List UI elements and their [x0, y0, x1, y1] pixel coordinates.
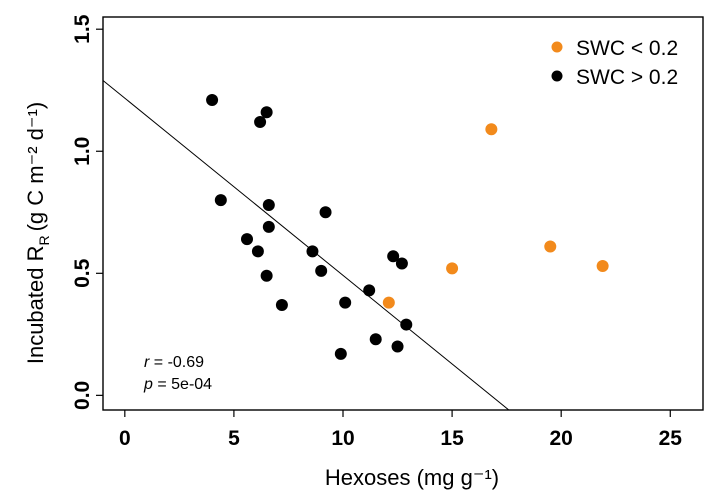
data-point-swc-high: [391, 340, 404, 353]
data-point-swc-high: [214, 194, 227, 207]
y-tick-label: 1.0: [71, 137, 94, 166]
data-point-swc-high: [400, 318, 413, 331]
p-value: = 5e-04: [153, 376, 212, 393]
data-point-swc-high: [334, 347, 347, 360]
x-axis-title: Hexoses (mg g⁻¹): [325, 465, 499, 490]
plot-frame: [102, 16, 704, 411]
data-point-swc-high: [262, 220, 275, 233]
x-tick-label: 25: [659, 427, 683, 450]
legend-label-swc-low: SWC < 0.2: [576, 37, 678, 60]
data-point-swc-high: [306, 245, 319, 258]
axes: 0 5 10 15 20 25 0.0 0.5 1.0 1.5: [71, 14, 682, 450]
y-axis-title-units: (g C m⁻² d⁻¹): [23, 102, 48, 232]
data-point-swc-high: [262, 198, 275, 211]
data-point-swc-high: [319, 206, 332, 219]
data-point-swc-high: [260, 106, 273, 119]
data-point-swc-low: [596, 259, 609, 272]
x-tick-label: 10: [331, 427, 354, 450]
x-tick-label: 15: [440, 427, 464, 450]
p-symbol: p: [143, 376, 153, 393]
r-symbol: r: [144, 354, 150, 371]
data-point-swc-high: [241, 233, 253, 246]
data-point-swc-high: [251, 245, 264, 258]
correlation-annotation: r = -0.69: [144, 354, 204, 371]
data-point-swc-high: [395, 257, 408, 270]
x-tick-label: 0: [119, 427, 131, 450]
data-point-swc-high: [387, 250, 400, 263]
data-point-swc-high: [315, 264, 328, 277]
y-axis-title-main: Incubated R: [23, 246, 48, 365]
y-axis-title-subscript: R: [36, 235, 52, 245]
data-point-swc-high: [254, 115, 267, 128]
data-point-swc-high: [206, 93, 219, 106]
p-value-annotation: p = 5e-04: [143, 376, 212, 393]
data-point-swc-low: [382, 296, 395, 309]
legend-marker-swc-high: [551, 70, 563, 82]
data-point-swc-high: [275, 299, 288, 312]
legend-label-swc-high: SWC > 0.2: [576, 66, 678, 89]
data-point-swc-low: [544, 240, 557, 253]
legend: SWC < 0.2 SWC > 0.2: [551, 37, 678, 89]
y-tick-label: 1.5: [71, 14, 94, 44]
y-tick-label: 0.5: [71, 258, 94, 288]
x-tick-label: 5: [228, 427, 240, 450]
y-axis-title: Incubated RR (g C m⁻² d⁻¹): [23, 102, 52, 364]
data-point-swc-high: [260, 269, 273, 282]
legend-marker-swc-low: [551, 41, 563, 53]
data-point-swc-high: [339, 296, 352, 309]
chart-marks: [103, 80, 609, 410]
data-point-swc-high: [369, 333, 382, 346]
data-point-swc-low: [485, 123, 498, 136]
r-value: = -0.69: [149, 354, 204, 371]
x-tick-label: 20: [550, 427, 573, 450]
regression-line: [103, 80, 510, 410]
data-point-swc-low: [446, 262, 459, 275]
y-tick-label: 0.0: [71, 381, 94, 410]
data-point-swc-high: [363, 284, 376, 297]
